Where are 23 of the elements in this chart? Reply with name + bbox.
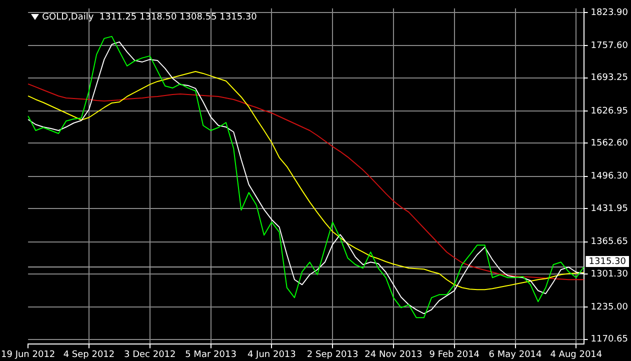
y-tick-label: 1626.95: [590, 106, 628, 116]
y-tick-label: 1365.65: [590, 237, 628, 248]
x-tick-label: 24 Nov 2013: [364, 350, 422, 360]
x-tick-label: 3 Dec 2012: [124, 350, 176, 360]
x-tick-label: 4 Jun 2013: [247, 350, 296, 360]
text: GOLD,Daily 1311.25 1318.50 1308.55 1315.30: [42, 12, 258, 23]
y-tick-label: 1301.30: [590, 269, 628, 280]
y-tick-label: 1235.00: [590, 302, 628, 313]
y-tick-label: 1431.95: [590, 204, 628, 214]
y-tick-label: 1757.60: [590, 40, 628, 51]
x-tick-label: 9 Feb 2014: [429, 350, 480, 360]
x-tick-label: 5 Mar 2013: [185, 350, 236, 360]
y-tick-label: 1693.25: [590, 73, 628, 84]
x-tick-label: 19 Jun 2012: [1, 350, 56, 360]
y-tick-label: 1823.90: [590, 8, 628, 18]
y-tick-label: 1496.30: [590, 172, 628, 182]
x-tick-label: 2 Sep 2013: [306, 350, 358, 360]
y-tick-label: 1170.65: [590, 334, 628, 345]
x-tick-label: 4 Sep 2012: [63, 350, 115, 360]
x-tick-label: 6 May 2014: [488, 350, 542, 360]
x-tick-label: 4 Aug 2014: [550, 350, 602, 360]
ref-line-label: 1315.30: [588, 256, 626, 267]
y-tick-label: 1562.60: [590, 138, 628, 149]
